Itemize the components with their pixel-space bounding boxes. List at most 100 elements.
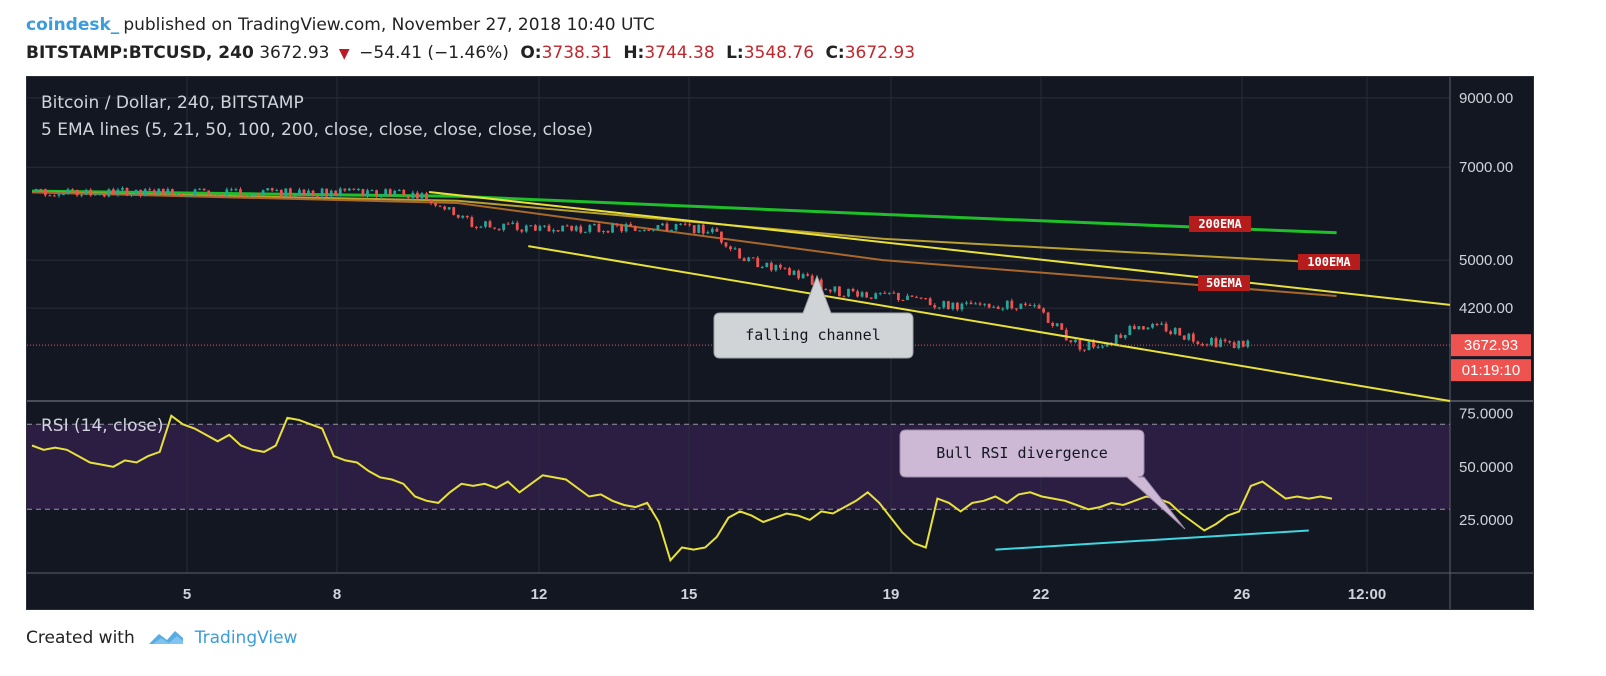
- x-tick-label: 19: [883, 586, 900, 603]
- candle-body: [379, 194, 383, 198]
- chart-canvas[interactable]: 5 8 12 15 19 22 26 12:00 9000.00 7000.00 5000.00 42…: [27, 77, 1533, 609]
- candle-body: [1246, 340, 1250, 347]
- candle-body: [111, 189, 115, 195]
- candle-body: [1028, 304, 1032, 306]
- candle-body: [62, 194, 65, 196]
- candle-body: [34, 188, 38, 192]
- candle-body: [1201, 344, 1204, 346]
- candle-body: [239, 189, 242, 196]
- candle-body: [234, 189, 238, 191]
- candle-body: [1087, 340, 1091, 351]
- candle-body: [1001, 308, 1005, 310]
- candle-body: [157, 188, 161, 194]
- candle-body: [887, 292, 891, 294]
- candle-body: [524, 225, 528, 232]
- candle-body: [1114, 334, 1118, 345]
- candle-body: [520, 229, 524, 232]
- candle-body: [1191, 333, 1195, 342]
- candle-body: [942, 301, 946, 308]
- candle-body: [48, 195, 52, 197]
- candle-body: [1037, 305, 1041, 309]
- candle-body: [261, 190, 265, 196]
- candle-body: [538, 226, 542, 231]
- candle-body: [302, 189, 306, 196]
- candle-body: [479, 226, 483, 228]
- candle-body: [869, 297, 873, 299]
- candle-body: [180, 194, 183, 197]
- candle-body: [642, 229, 646, 231]
- x-tick-label: 15: [681, 586, 698, 603]
- author-link[interactable]: coindesk_: [26, 15, 120, 35]
- candle-body: [397, 190, 401, 192]
- candle-body: [670, 229, 673, 231]
- x-tick-label: 8: [333, 586, 341, 603]
- candle-body: [352, 188, 356, 190]
- candle-body: [529, 225, 533, 227]
- candle-body: [1210, 338, 1213, 345]
- price-axis-label: 7000.00: [1459, 159, 1513, 176]
- candle-body: [134, 189, 138, 195]
- candle-body: [334, 190, 338, 196]
- candle-body: [506, 223, 510, 225]
- candle-body: [84, 189, 88, 195]
- candle-body: [710, 228, 714, 233]
- candle-body: [874, 293, 878, 299]
- candle-body: [819, 279, 823, 290]
- created-with-text: Created with: [26, 628, 135, 648]
- candle-body: [783, 267, 787, 269]
- candle-body: [1146, 327, 1150, 330]
- candle-body: [465, 215, 469, 218]
- candle-body: [311, 190, 315, 196]
- candle-body: [102, 193, 106, 197]
- price-axis-label: 4200.00: [1459, 300, 1513, 317]
- candle-body: [824, 289, 828, 291]
- price-change: −54.41 (−1.46%): [359, 43, 509, 63]
- high-value: 3744.38: [644, 43, 715, 63]
- candle-body: [1155, 324, 1159, 326]
- candle-body: [611, 224, 614, 233]
- candle-body: [484, 221, 487, 227]
- candle-body: [901, 299, 905, 301]
- candle-body: [1151, 324, 1154, 328]
- candle-body: [697, 224, 701, 233]
- candle-body: [597, 223, 601, 232]
- candle-body: [411, 192, 415, 199]
- candle-body: [661, 223, 664, 226]
- candle-body: [198, 188, 202, 190]
- candle-body: [633, 226, 637, 231]
- candle-body: [565, 225, 569, 227]
- candle-body: [320, 188, 324, 197]
- candle-body: [275, 190, 279, 192]
- candle-body: [447, 207, 451, 210]
- divergence-line: [995, 529, 1309, 551]
- candle-body: [1092, 340, 1095, 348]
- candle-body: [53, 195, 56, 197]
- candle-body: [1132, 326, 1136, 330]
- candle-body: [329, 190, 333, 197]
- candle-body: [674, 224, 678, 230]
- chart-area[interactable]: 5 8 12 15 19 22 26 12:00 9000.00 7000.00 5000.00 42…: [26, 76, 1534, 610]
- candle-body: [184, 195, 188, 197]
- candle-body: [865, 292, 869, 298]
- candle-body: [955, 302, 959, 310]
- price-axis-label: 5000.00: [1459, 252, 1513, 269]
- tradingview-link[interactable]: TradingView: [194, 628, 298, 648]
- candle-body: [270, 188, 274, 191]
- candle-body: [810, 275, 814, 285]
- candle-body: [1010, 300, 1014, 309]
- candle-body: [615, 224, 619, 226]
- candle-body: [1219, 339, 1222, 347]
- candle-body: [720, 231, 723, 243]
- candle-body: [946, 301, 950, 309]
- candle-body: [579, 226, 583, 233]
- candle-body: [293, 195, 297, 197]
- candle-body: [742, 258, 746, 262]
- candle-body: [1223, 339, 1227, 342]
- candle-body: [125, 187, 129, 196]
- candle-body: [969, 302, 973, 305]
- candle-body: [1123, 335, 1127, 338]
- ema-tag-label: 100EMA: [1307, 255, 1351, 269]
- candle-body: [647, 229, 651, 231]
- candle-body: [987, 303, 991, 308]
- trendline: [428, 190, 1451, 306]
